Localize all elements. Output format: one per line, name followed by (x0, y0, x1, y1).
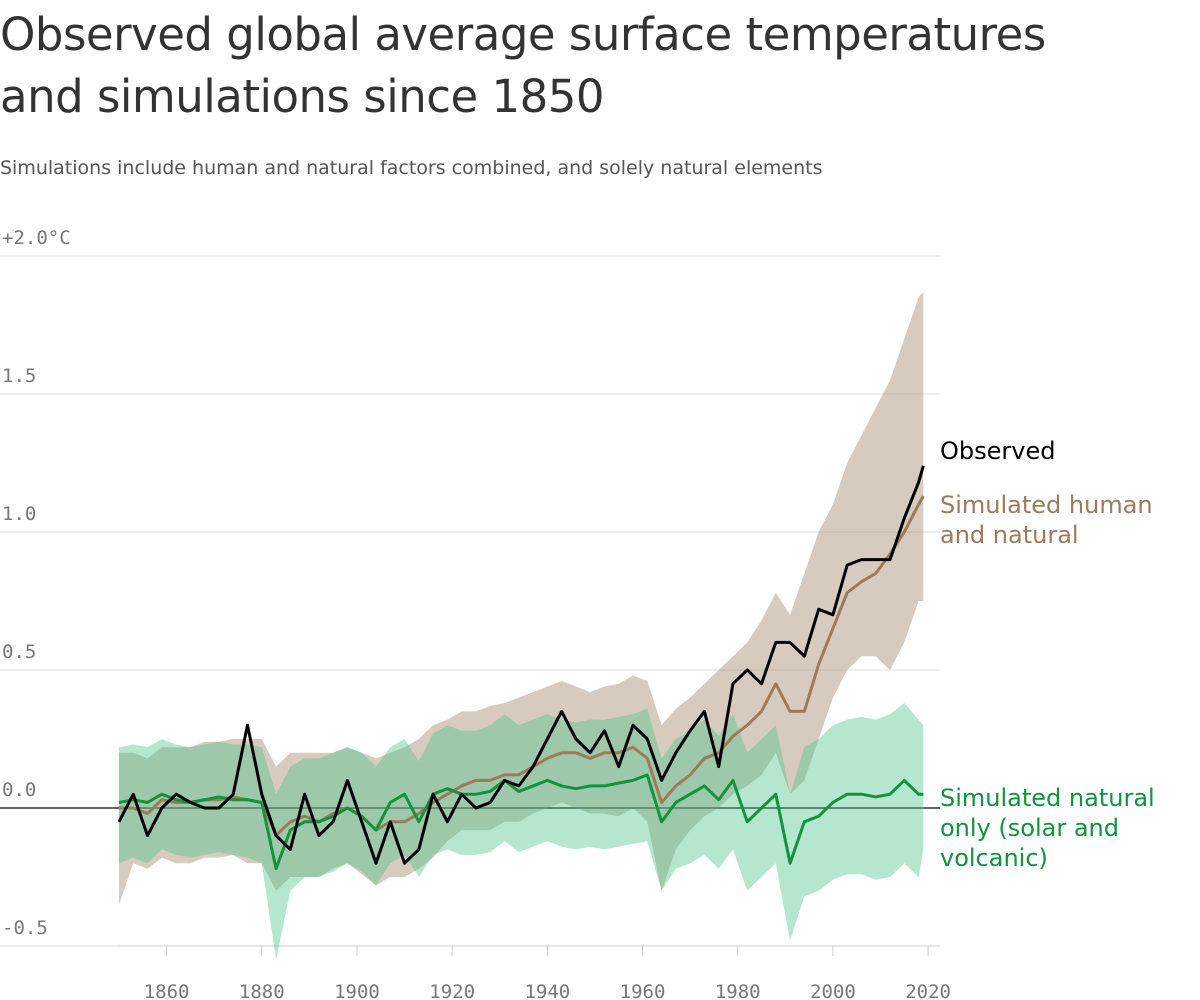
x-tick-label: 1860 (144, 981, 190, 1000)
series-line (118, 773, 924, 871)
x-tick-label: 1940 (524, 981, 570, 1000)
series-line (117, 465, 925, 865)
x-tick-label: 1960 (620, 981, 666, 1000)
x-tick-label: 2000 (810, 981, 856, 1000)
x-tick-label: 1880 (239, 981, 285, 1000)
chart-subtitle: Simulations include human and natural fa… (0, 157, 823, 179)
y-tick-label: 0.5 (2, 641, 36, 663)
chart-title: Observed global average surface temperat… (0, 8, 1046, 123)
x-tick-label: 2020 (905, 981, 951, 1000)
y-tick-label: 0.0 (2, 779, 36, 801)
series-label: Simulated human and natural (940, 491, 1153, 549)
series-label: Observed (940, 437, 1056, 465)
x-tick-label: 1980 (715, 981, 761, 1000)
x-tick-label: 1900 (334, 981, 380, 1000)
x-tick-label: 1920 (429, 981, 475, 1000)
y-tick-label: 1.0 (2, 503, 36, 525)
y-tick-label: 1.5 (2, 365, 36, 387)
series-label: Simulated natural only (solar and volcan… (940, 784, 1155, 872)
y-tick-label: -0.5 (2, 917, 48, 939)
range-band (118, 703, 924, 960)
y-tick-label: +2.0°C (2, 227, 71, 249)
